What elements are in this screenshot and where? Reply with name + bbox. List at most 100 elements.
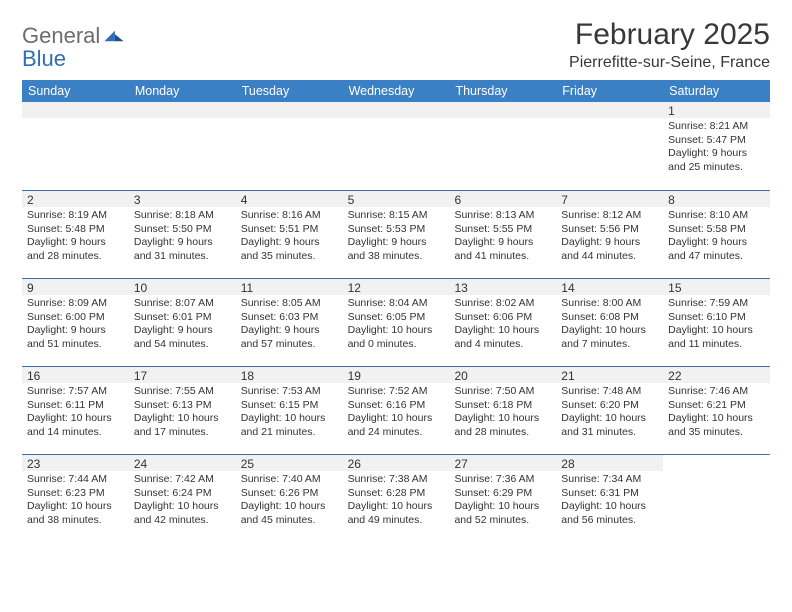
daylight-line: Daylight: 10 hours and 49 minutes.	[348, 500, 445, 527]
day-number: 9	[22, 279, 129, 295]
day-number: 11	[236, 279, 343, 295]
weekday-tuesday: Tuesday	[236, 84, 343, 98]
day-cell	[22, 102, 129, 190]
day-cell: 27Sunrise: 7:36 AMSunset: 6:29 PMDayligh…	[449, 455, 556, 542]
day-number: 26	[343, 455, 450, 471]
sunrise-line: Sunrise: 8:07 AM	[134, 297, 231, 311]
daylight-line: Daylight: 9 hours and 25 minutes.	[668, 147, 765, 174]
sunset-line: Sunset: 6:10 PM	[668, 311, 765, 325]
sunrise-line: Sunrise: 8:16 AM	[241, 209, 338, 223]
sunrise-line: Sunrise: 7:57 AM	[27, 385, 124, 399]
sunset-line: Sunset: 6:01 PM	[134, 311, 231, 325]
sunrise-line: Sunrise: 7:50 AM	[454, 385, 551, 399]
sunset-line: Sunset: 5:58 PM	[668, 223, 765, 237]
calendar-body: 1Sunrise: 8:21 AMSunset: 5:47 PMDaylight…	[22, 102, 770, 542]
day-number: 22	[663, 367, 770, 383]
day-cell: 22Sunrise: 7:46 AMSunset: 6:21 PMDayligh…	[663, 367, 770, 454]
sunrise-line: Sunrise: 7:34 AM	[561, 473, 658, 487]
day-number: 28	[556, 455, 663, 471]
day-cell	[556, 102, 663, 190]
day-cell: 3Sunrise: 8:18 AMSunset: 5:50 PMDaylight…	[129, 191, 236, 278]
sunset-line: Sunset: 6:05 PM	[348, 311, 445, 325]
daylight-line: Daylight: 9 hours and 35 minutes.	[241, 236, 338, 263]
sunrise-line: Sunrise: 7:53 AM	[241, 385, 338, 399]
daylight-line: Daylight: 10 hours and 0 minutes.	[348, 324, 445, 351]
daylight-line: Daylight: 9 hours and 38 minutes.	[348, 236, 445, 263]
day-cell: 8 Sunrise: 8:10 AMSunset: 5:58 PMDaylight…	[663, 191, 770, 278]
sunset-line: Sunset: 6:26 PM	[241, 487, 338, 501]
day-number: 6	[449, 191, 556, 207]
daylight-line: Daylight: 10 hours and 21 minutes.	[241, 412, 338, 439]
day-cell: 24Sunrise: 7:42 AMSunset: 6:24 PMDayligh…	[129, 455, 236, 542]
sunrise-line: Sunrise: 7:59 AM	[668, 297, 765, 311]
daylight-line: Daylight: 9 hours and 44 minutes.	[561, 236, 658, 263]
sunset-line: Sunset: 6:15 PM	[241, 399, 338, 413]
day-number: 8	[663, 191, 770, 207]
logo-text-general: General	[22, 23, 100, 48]
sunrise-line: Sunrise: 8:19 AM	[27, 209, 124, 223]
sunset-line: Sunset: 6:03 PM	[241, 311, 338, 325]
day-number: 10	[129, 279, 236, 295]
sunset-line: Sunset: 6:08 PM	[561, 311, 658, 325]
day-cell: 14Sunrise: 8:00 AMSunset: 6:08 PMDayligh…	[556, 279, 663, 366]
sunrise-line: Sunrise: 8:21 AM	[668, 120, 765, 134]
day-cell: 23Sunrise: 7:44 AMSunset: 6:23 PMDayligh…	[22, 455, 129, 542]
logo-sail-icon	[102, 29, 126, 43]
day-cell: 7Sunrise: 8:12 AMSunset: 5:56 PMDaylight…	[556, 191, 663, 278]
sunset-line: Sunset: 6:23 PM	[27, 487, 124, 501]
day-cell	[343, 102, 450, 190]
day-cell: 11Sunrise: 8:05 AMSunset: 6:03 PMDayligh…	[236, 279, 343, 366]
sunrise-line: Sunrise: 7:48 AM	[561, 385, 658, 399]
sunrise-line: Sunrise: 8:10 AM	[668, 209, 765, 223]
day-number: 16	[22, 367, 129, 383]
sunrise-line: Sunrise: 7:55 AM	[134, 385, 231, 399]
daylight-line: Daylight: 10 hours and 17 minutes.	[134, 412, 231, 439]
day-number: 21	[556, 367, 663, 383]
sunset-line: Sunset: 6:18 PM	[454, 399, 551, 413]
day-number: 7	[556, 191, 663, 207]
daylight-line: Daylight: 9 hours and 47 minutes.	[668, 236, 765, 263]
empty-day	[129, 102, 236, 118]
sunset-line: Sunset: 5:55 PM	[454, 223, 551, 237]
empty-day	[343, 102, 450, 118]
sunrise-line: Sunrise: 8:02 AM	[454, 297, 551, 311]
sunset-line: Sunset: 6:13 PM	[134, 399, 231, 413]
daylight-line: Daylight: 9 hours and 31 minutes.	[134, 236, 231, 263]
sunset-line: Sunset: 5:53 PM	[348, 223, 445, 237]
sunrise-line: Sunrise: 7:52 AM	[348, 385, 445, 399]
day-number: 14	[556, 279, 663, 295]
sunset-line: Sunset: 6:16 PM	[348, 399, 445, 413]
day-number: 2	[22, 191, 129, 207]
daylight-line: Daylight: 10 hours and 4 minutes.	[454, 324, 551, 351]
day-cell: 9Sunrise: 8:09 AMSunset: 6:00 PMDaylight…	[22, 279, 129, 366]
daylight-line: Daylight: 10 hours and 38 minutes.	[27, 500, 124, 527]
week-row: 16Sunrise: 7:57 AMSunset: 6:11 PMDayligh…	[22, 366, 770, 454]
weekday-thursday: Thursday	[449, 84, 556, 98]
day-number: 18	[236, 367, 343, 383]
day-number: 27	[449, 455, 556, 471]
sunrise-line: Sunrise: 7:40 AM	[241, 473, 338, 487]
daylight-line: Daylight: 9 hours and 54 minutes.	[134, 324, 231, 351]
day-cell: 28Sunrise: 7:34 AMSunset: 6:31 PMDayligh…	[556, 455, 663, 542]
day-cell: 16Sunrise: 7:57 AMSunset: 6:11 PMDayligh…	[22, 367, 129, 454]
week-row: 2Sunrise: 8:19 AMSunset: 5:48 PMDaylight…	[22, 190, 770, 278]
sunset-line: Sunset: 5:47 PM	[668, 134, 765, 148]
day-cell: 4Sunrise: 8:16 AMSunset: 5:51 PMDaylight…	[236, 191, 343, 278]
weekday-header-row: Sunday Monday Tuesday Wednesday Thursday…	[22, 80, 770, 102]
day-number: 15	[663, 279, 770, 295]
empty-day	[449, 102, 556, 118]
daylight-line: Daylight: 10 hours and 45 minutes.	[241, 500, 338, 527]
daylight-line: Daylight: 10 hours and 28 minutes.	[454, 412, 551, 439]
day-cell: 13Sunrise: 8:02 AMSunset: 6:06 PMDayligh…	[449, 279, 556, 366]
day-cell	[236, 102, 343, 190]
sunset-line: Sunset: 6:21 PM	[668, 399, 765, 413]
day-cell: 1Sunrise: 8:21 AMSunset: 5:47 PMDaylight…	[663, 102, 770, 190]
header: GeneralBlue February 2025 Pierrefitte-su…	[22, 18, 770, 72]
sunset-line: Sunset: 6:29 PM	[454, 487, 551, 501]
sunrise-line: Sunrise: 7:44 AM	[27, 473, 124, 487]
sunset-line: Sunset: 6:20 PM	[561, 399, 658, 413]
day-cell: 18 Sunrise: 7:53 AMSunset: 6:15 PMDayligh…	[236, 367, 343, 454]
sunset-line: Sunset: 5:56 PM	[561, 223, 658, 237]
day-number: 17	[129, 367, 236, 383]
daylight-line: Daylight: 10 hours and 31 minutes.	[561, 412, 658, 439]
